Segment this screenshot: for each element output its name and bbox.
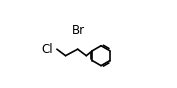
Text: Br: Br — [72, 24, 85, 37]
Text: Cl: Cl — [41, 43, 53, 56]
